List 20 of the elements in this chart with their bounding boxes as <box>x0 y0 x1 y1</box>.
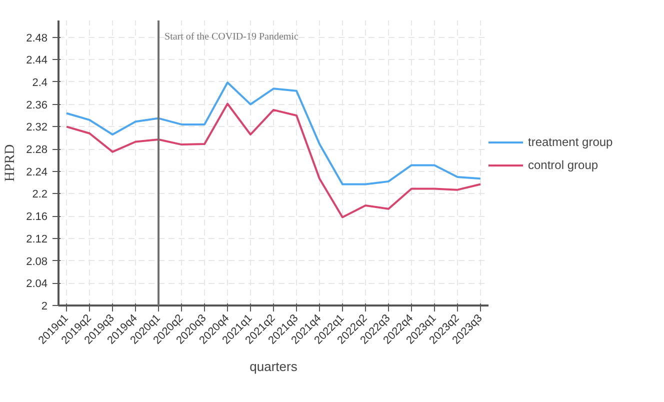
legend-label: treatment group <box>528 135 613 149</box>
y-tick-label: 2.28 <box>26 144 48 156</box>
line-series <box>66 102 482 218</box>
y-axis-title: HPRD <box>3 144 18 182</box>
y-tick-label: 2.36 <box>26 99 48 112</box>
y-tick-label: 2 <box>41 300 48 312</box>
line-series <box>66 82 482 186</box>
x-axis-title: quarters <box>250 358 298 374</box>
y-tick-label: 2.24 <box>26 166 48 178</box>
y-tick-label: 2.12 <box>26 233 48 246</box>
y-tick-label: 2.32 <box>26 122 48 134</box>
legend-label: control group <box>528 158 598 172</box>
y-tick-label: 2.4 <box>32 76 48 89</box>
y-tick-label: 2.04 <box>26 278 48 290</box>
y-tick-label: 2.44 <box>26 54 48 67</box>
ref-line-label: Start of the COVID-19 Pandemic <box>164 32 299 42</box>
y-tick-label: 2.08 <box>26 256 48 268</box>
y-tick-label: 2.2 <box>32 188 48 201</box>
y-tick-label: 2.16 <box>26 211 48 224</box>
y-tick-label: 2.48 <box>26 32 48 44</box>
